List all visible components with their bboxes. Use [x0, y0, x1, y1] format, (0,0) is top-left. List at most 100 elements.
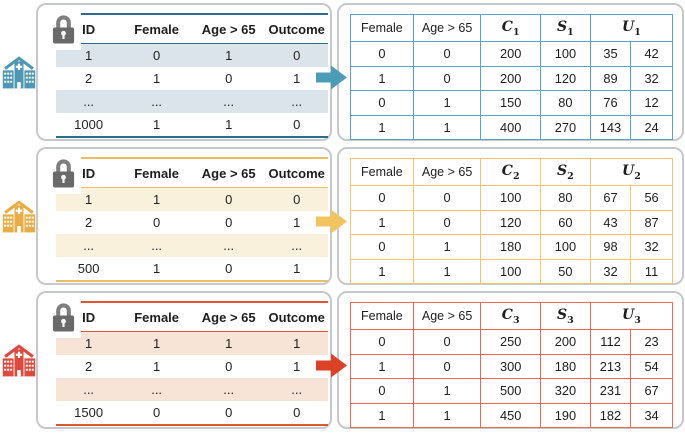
table-cell: 80: [539, 185, 591, 211]
column-header: Female: [350, 14, 414, 42]
table-cell: 0: [225, 192, 233, 207]
table-cell: ...: [223, 382, 235, 397]
hospital-icon: [1, 55, 37, 93]
column-header-U: U2: [589, 158, 674, 186]
table-cell: 231: [589, 378, 632, 404]
summary-box: Female Age > 65 C3 S3 U3 0 0 250 200 112 23 1 0…: [337, 291, 684, 429]
table-row: 1 1 0 0: [56, 187, 328, 211]
table-row: 1 0 300 180 213 54: [350, 353, 673, 379]
column-header: Outcome: [265, 301, 328, 332]
table-row: 0 0 200 100 35 42: [350, 41, 673, 67]
table-cell: 1: [350, 209, 414, 235]
table-cell: 0: [412, 41, 482, 67]
table-row: ............: [56, 378, 328, 401]
table-cell: ...: [291, 94, 303, 109]
table-cell: 56: [630, 185, 673, 211]
table-cell: 0: [350, 234, 414, 260]
table-cell: 112: [589, 329, 632, 355]
column-header-S: S3: [539, 302, 591, 330]
table-cell: 143: [589, 114, 632, 140]
table-row: 1 1 450 190 182 34: [350, 402, 673, 428]
table-cell: 0: [350, 378, 414, 404]
table-cell: 450: [480, 402, 541, 428]
patient-data-box: ID Female Age > 65 Outcome 1 1 0 0 2 0 0 1.....…: [36, 147, 332, 285]
table-cell: 24: [630, 114, 673, 140]
table-cell: 0: [293, 48, 301, 63]
table-cell: 1: [153, 192, 161, 207]
table-cell: 1: [85, 192, 93, 207]
table-cell: ...: [83, 382, 95, 397]
table-cell: 400: [480, 114, 541, 140]
summary-table: Female Age > 65 C1 S1 U1 0 0 200 100 35 42 1 0 2…: [350, 14, 674, 140]
table-cell: 2: [85, 359, 93, 374]
column-header-S: S1: [539, 14, 591, 42]
table-cell: 1: [191, 113, 266, 138]
table-row: 1 0 1 0: [56, 43, 328, 67]
block-arrow-right-icon: [316, 352, 348, 379]
table-cell: ...: [223, 94, 235, 109]
table-cell: 1: [350, 65, 414, 91]
table-cell: 76: [589, 90, 632, 116]
table-cell: 0: [153, 215, 161, 230]
patient-data-box: ID Female Age > 65 Outcome 1 0 1 0 2 1 0 1.....…: [36, 3, 332, 141]
table-cell: 500: [56, 257, 122, 282]
summary-box: Female Age > 65 C1 S1 U1 0 0 200 100 35 42 1 0 2…: [337, 3, 684, 141]
hospital-icon: [1, 343, 37, 381]
table-row: 1000 1 1 0: [56, 113, 328, 138]
table-cell: 89: [589, 65, 632, 91]
summary-table: Female Age > 65 C2 S2 U2 0 0 100 80 67 56 1 0 12…: [350, 158, 674, 284]
table-cell: 120: [539, 65, 591, 91]
table-cell: 0: [412, 65, 482, 91]
table-cell: 1: [85, 336, 93, 351]
column-header: Age > 65: [191, 157, 266, 188]
table-row: 2 1 0 1: [56, 67, 328, 90]
table-cell: 1: [293, 215, 301, 230]
table-cell: 60: [539, 209, 591, 235]
table-cell: 270: [539, 114, 591, 140]
table-cell: 200: [480, 41, 541, 67]
table-cell: 0: [153, 48, 161, 63]
table-cell: ...: [83, 94, 95, 109]
table-cell: 120: [480, 209, 541, 235]
table-cell: 1: [350, 258, 414, 284]
table-header-row: Female Age > 65 C3 S3 U3: [350, 302, 674, 330]
table-cell: 100: [539, 41, 591, 67]
table-cell: 11: [630, 258, 673, 284]
table-header-row: Female Age > 65 C1 S1 U1: [350, 14, 674, 42]
table-row: 1 1 400 270 143 24: [350, 114, 673, 140]
column-header-U: U1: [589, 14, 674, 42]
table-header-row: Female Age > 65 C2 S2 U2: [350, 158, 674, 186]
table-cell: 12: [630, 90, 673, 116]
table-cell: 1000: [56, 113, 122, 138]
table-cell: 0: [412, 353, 482, 379]
block-arrow-right-icon: [316, 208, 348, 235]
table-row: 1 1 100 50 32 11: [350, 258, 673, 284]
column-header-C: C1: [480, 14, 541, 42]
column-header: Female: [121, 13, 192, 44]
column-header: Female: [350, 158, 414, 186]
patient-data-box: ID Female Age > 65 Outcome 1 1 1 1 2 1 0 1.....…: [36, 291, 332, 429]
table-cell: 1: [412, 90, 482, 116]
table-cell: 80: [539, 90, 591, 116]
table-row: 1 0 120 60 43 87: [350, 209, 673, 235]
block-arrow-right-icon: [316, 64, 348, 91]
table-cell: 1: [121, 257, 192, 282]
column-header: Age > 65: [191, 13, 266, 44]
table-cell: 2: [85, 71, 93, 86]
table-cell: 1: [412, 378, 482, 404]
table-cell: 67: [589, 185, 632, 211]
table-cell: ...: [291, 238, 303, 253]
table-cell: 1: [225, 48, 233, 63]
table-cell: ...: [291, 382, 303, 397]
table-row: 0 1 180 100 98 32: [350, 234, 673, 260]
column-header: Age > 65: [191, 301, 266, 332]
table-cell: 180: [539, 353, 591, 379]
column-header-C: C3: [480, 302, 541, 330]
table-cell: 1: [153, 359, 161, 374]
table-cell: 1: [153, 336, 161, 351]
table-cell: 250: [480, 329, 541, 355]
table-cell: ...: [83, 238, 95, 253]
table-cell: 200: [480, 65, 541, 91]
